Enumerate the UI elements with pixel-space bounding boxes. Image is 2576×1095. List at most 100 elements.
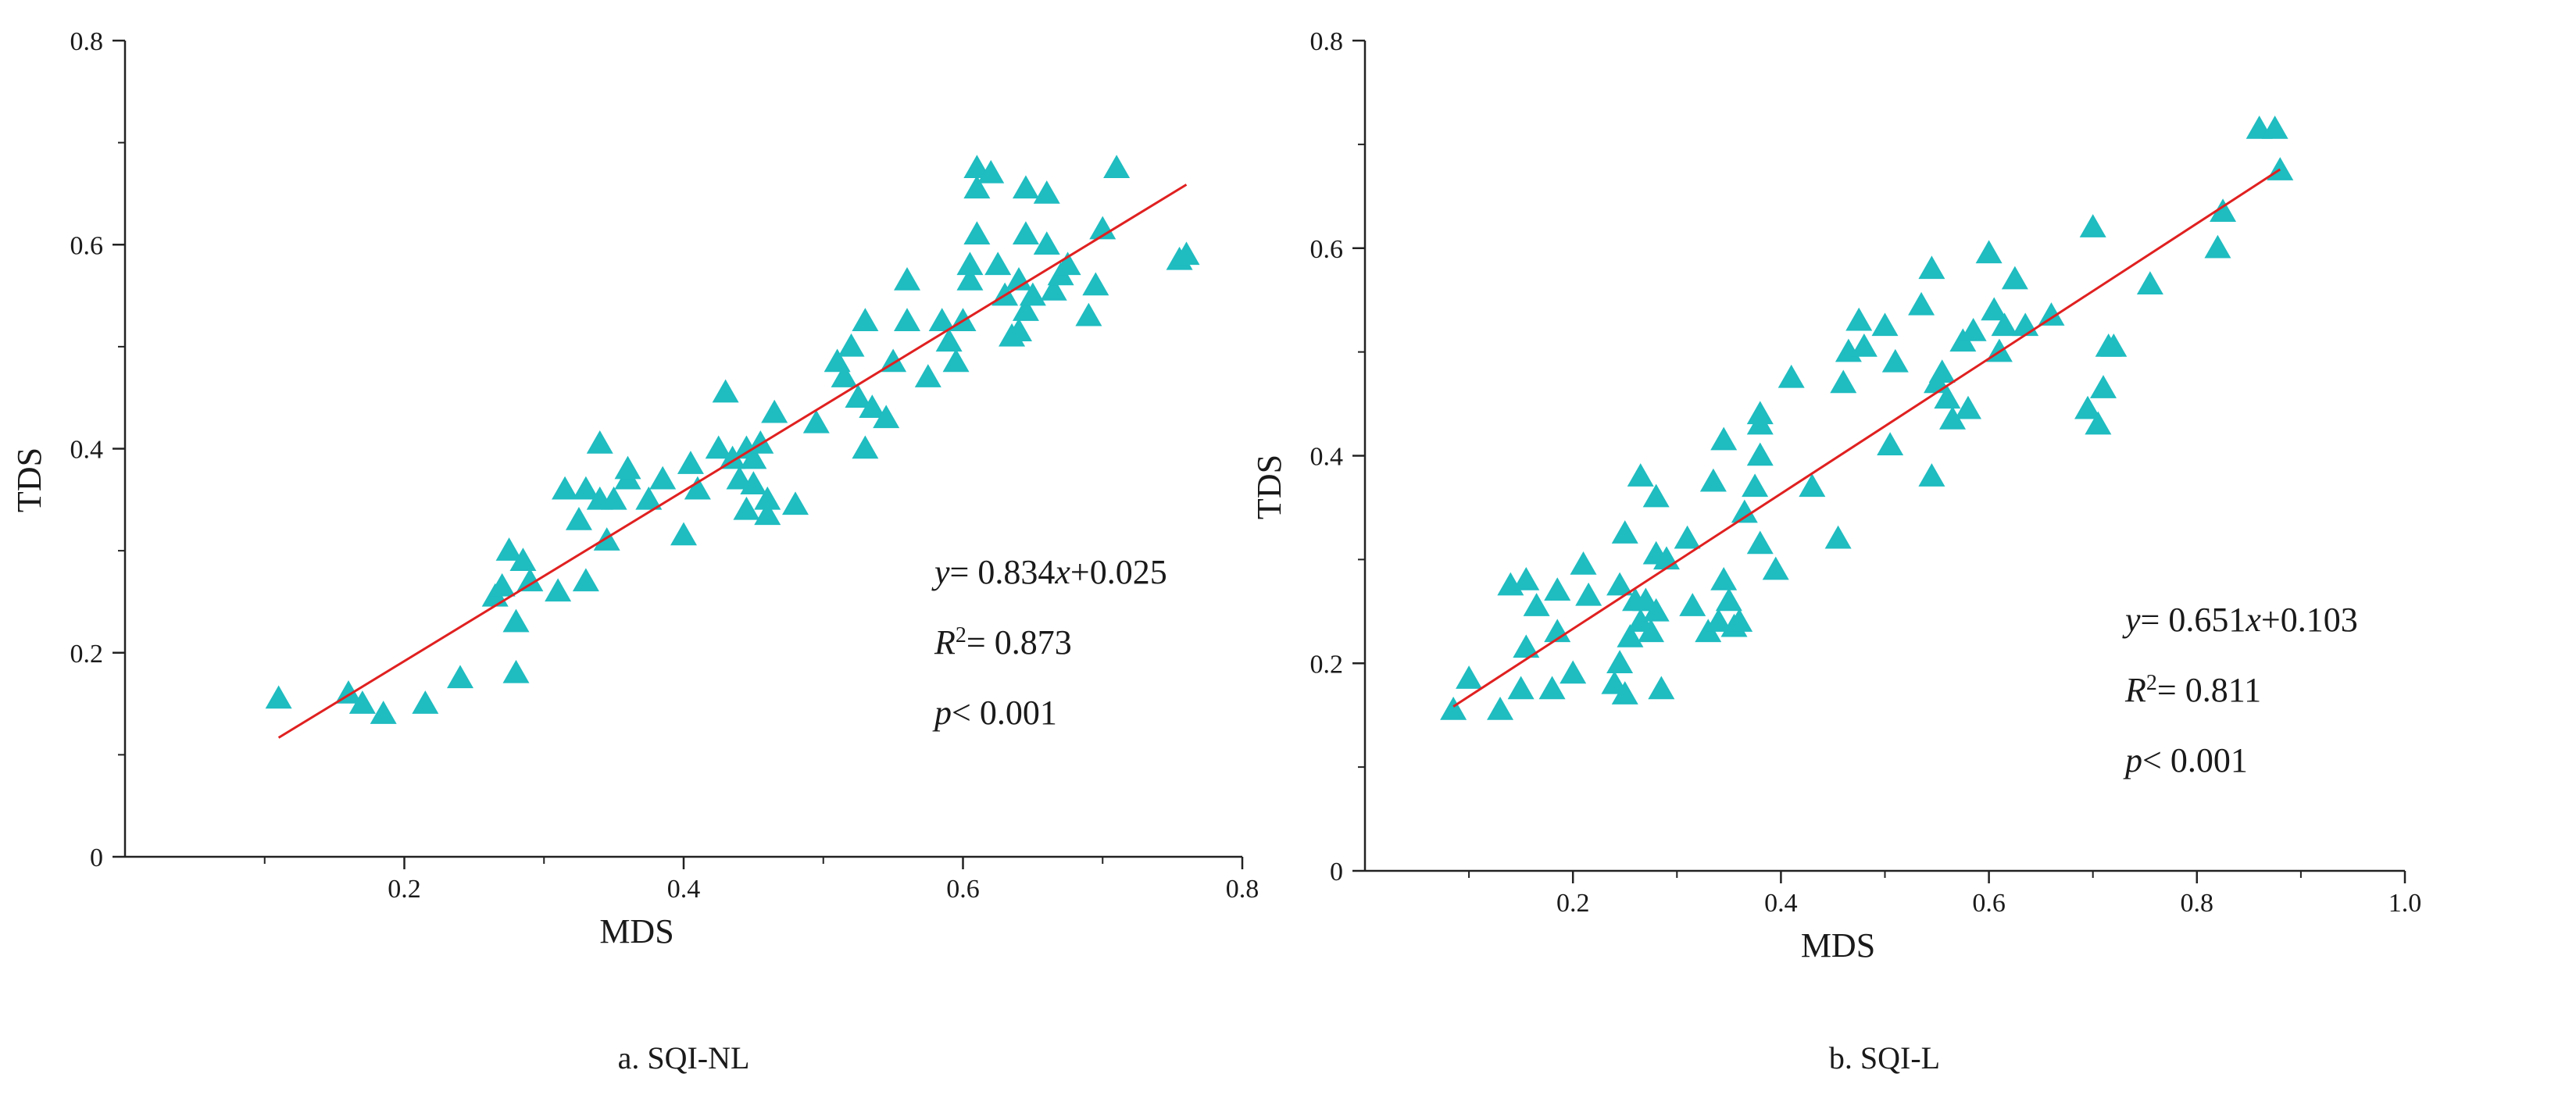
panel-a-y-axis-title: TDS (10, 448, 48, 512)
panel-a-xtick-0.4: 0.4 (667, 875, 701, 904)
panel-b-data-point (2136, 271, 2163, 295)
panel-a-data-point (649, 465, 677, 490)
panel-a-data-point (1012, 175, 1039, 199)
panel-a-caption: a. SQI-NL (618, 1040, 750, 1075)
panel-b-eq-x: x (2245, 601, 2261, 639)
panel-a-data-point (719, 445, 746, 469)
panel-b-data-point (1731, 499, 1758, 523)
panel-b-data-point (1877, 432, 1904, 455)
panel-b-data-point (1642, 483, 1670, 508)
panel-b-data-point (1850, 333, 1878, 357)
panel-a-data-point (740, 471, 767, 494)
panel-a-r2-symbol: R (934, 623, 956, 662)
panel-a-xtick-0.2: 0.2 (388, 875, 421, 904)
panel-a-data-point (859, 394, 886, 418)
panel-a-ytick-0.6: 0.6 (70, 231, 104, 260)
panel-b-r-squared: R2= 0.811 (2124, 671, 2261, 710)
panel-b-data-point (1456, 665, 1483, 689)
panel-a-data-point (572, 476, 599, 500)
panel-a-r-squared: R2= 0.873 (934, 623, 1072, 662)
panel-b-xtick-1.0: 1.0 (2388, 889, 2422, 918)
panel-b-data-point (1845, 307, 1873, 331)
panel-b-xtick-0.4: 0.4 (1764, 889, 1798, 918)
panel-a-data-point (265, 685, 292, 709)
panel-b-data-point (2012, 312, 2039, 337)
panel-a-data-point (1089, 216, 1117, 240)
panel-a-data-point (502, 608, 530, 633)
panel-a-data-point (1075, 302, 1102, 326)
panel-b-data-point (1606, 650, 1634, 673)
panel-a-eq-slope: = 0.834 (950, 553, 1056, 591)
panel-a-data-point (335, 680, 362, 704)
panel-b-data-point (1507, 676, 1535, 700)
panel-a-data-point (754, 501, 781, 526)
panel-b-data-point (2100, 333, 2128, 357)
panel-b-axes (1352, 39, 2406, 883)
panel-a-data-point (1033, 231, 1060, 255)
panel-b-data-point (1830, 369, 1857, 394)
panel-a-points (265, 155, 1200, 724)
panel-b-xtick-0.6: 0.6 (1972, 889, 2006, 918)
panel-a-data-point (1019, 282, 1046, 306)
panel-b-data-point (1575, 582, 1602, 606)
panel-a-data-point (782, 491, 809, 515)
panel-a-data-point (516, 568, 544, 592)
panel-a-data-point (705, 435, 732, 459)
panel-b-data-point (1824, 525, 1852, 549)
panel-a-eq-intercept: +0.025 (1070, 553, 1167, 591)
panel-b-data-point (1746, 530, 1774, 555)
panel-b-data-point (1487, 697, 1514, 720)
panel-b-data-point (1928, 359, 1956, 383)
panel-a-xtick-0.8: 0.8 (1226, 875, 1259, 904)
panel-b-data-point (1918, 255, 1945, 280)
panel-a-data-point (894, 308, 920, 331)
panel-b-data-point (1440, 697, 1467, 720)
panel-b-data-point (1746, 442, 1774, 466)
panel-a-data-point (733, 496, 760, 520)
panel-b-data-point (1871, 312, 1899, 337)
panel-a-data-point (614, 455, 641, 480)
panel-a-data-point (852, 308, 879, 331)
panel-a-eq-x: x (1054, 553, 1070, 591)
panel-a-ytick-0.4: 0.4 (70, 436, 104, 465)
panel-b-data-point (2085, 411, 2112, 435)
panel-a-data-point (726, 465, 753, 490)
panel-b-data-point (1726, 608, 1753, 632)
panel-a-data-point (963, 175, 991, 199)
panel-a-data-point (831, 364, 858, 387)
panel-b-data-point (2090, 375, 2117, 398)
panel-a-ytick-0.8: 0.8 (70, 27, 104, 56)
panel-b-data-point (1606, 572, 1634, 596)
panel-a-data-point (1040, 277, 1067, 301)
panel-b-data-point (1674, 525, 1701, 549)
panel-b-data-point (2079, 214, 2106, 237)
panel-b-fit-line (1452, 168, 2281, 708)
panel-a-data-point (942, 348, 970, 373)
panel-a-ytick-0.2: 0.2 (70, 640, 104, 669)
panel-b-eq-y: y (2122, 601, 2141, 639)
panel-b-r2-value: = 0.811 (2157, 671, 2261, 709)
panel-b-data-point (1705, 608, 1732, 632)
panel-b-data-point (1627, 463, 1654, 487)
panel-b-data-point (1648, 676, 1675, 700)
panel-a-data-point (838, 333, 865, 357)
panel-b-data-point (1560, 660, 1587, 684)
panel-a-data-point (565, 506, 592, 530)
panel-b-data-point (1642, 597, 1670, 622)
panel-a-data-point (740, 445, 767, 469)
panel-a-fit-line (277, 184, 1188, 739)
panel-b-data-point (1918, 463, 1945, 487)
panel-a-r2-value: = 0.873 (966, 623, 1072, 662)
panel-b-xtick-0.2: 0.2 (1556, 889, 1590, 918)
panel-b-data-point (1699, 468, 1727, 492)
panel-a-data-point (502, 659, 530, 683)
panel-b-data-point (1570, 551, 1597, 575)
panel-b-data-point (1538, 676, 1566, 700)
panel-b-p-value: p< 0.001 (2123, 741, 2248, 779)
panel-a-data-point (1006, 266, 1032, 291)
panel-a-data-point (447, 665, 473, 689)
panel-b-x-axis-title: MDS (1801, 926, 1875, 965)
panel-b-r2-symbol: R (2124, 671, 2146, 709)
panel-b-data-point (1799, 473, 1826, 498)
